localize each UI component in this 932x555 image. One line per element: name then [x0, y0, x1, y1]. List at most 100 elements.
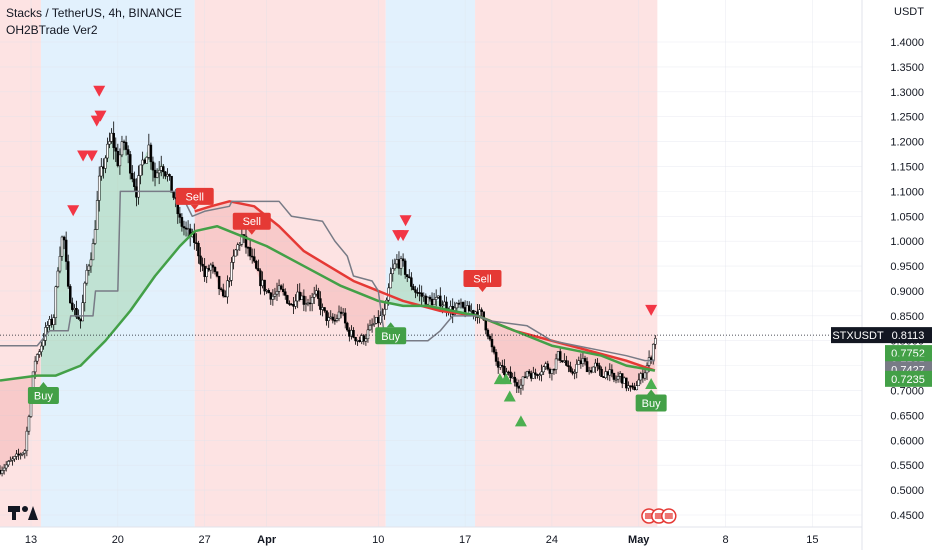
signal-box — [375, 327, 407, 345]
candle-body — [133, 178, 136, 187]
candle-body — [54, 286, 58, 318]
background-zone-4 — [475, 0, 658, 527]
candle-body — [414, 289, 417, 293]
candle-body — [651, 343, 655, 361]
candle-body — [128, 154, 132, 174]
x-tick-label-2: 27 — [199, 534, 211, 546]
background-zone-0 — [0, 0, 41, 527]
candle-body — [571, 371, 574, 374]
candle-body — [360, 335, 364, 342]
candle-body — [327, 317, 330, 321]
price-label-bg — [885, 370, 932, 387]
candle-body — [211, 264, 215, 268]
candle-body — [172, 192, 175, 198]
candle-body — [602, 376, 605, 378]
candle-body — [180, 217, 184, 227]
signal-pointer — [386, 322, 395, 328]
candle-body — [581, 358, 585, 365]
x-tick-label-1: 20 — [112, 534, 124, 546]
candle-body — [403, 260, 407, 275]
candle-body — [104, 157, 107, 169]
event-icon-inner-1 — [654, 513, 663, 519]
candle-body — [432, 299, 436, 306]
candle-body — [118, 154, 122, 167]
candle-body — [230, 262, 233, 281]
candle-body — [296, 291, 299, 302]
candle-body — [60, 236, 64, 257]
candle-body — [548, 368, 552, 374]
line-green-ma — [0, 224, 656, 382]
candle-body — [23, 450, 27, 454]
up-arrow-4 — [645, 378, 658, 390]
candle-body — [358, 340, 361, 342]
candle-body — [399, 258, 403, 269]
signal-pointer — [647, 389, 656, 395]
candle-body — [21, 452, 24, 455]
candle-body — [75, 308, 78, 318]
candle-body — [281, 288, 285, 292]
chart-title: Stacks / TetherUS, 4h, BINANCE — [6, 6, 182, 20]
candle-body — [492, 346, 496, 353]
candle-body — [379, 315, 382, 324]
signal-pointer — [39, 382, 48, 388]
price-label-3: 0.7235 — [885, 370, 932, 387]
candle-body — [424, 295, 428, 305]
candle-body — [205, 268, 208, 277]
candle-body — [157, 170, 161, 174]
candle-body — [393, 263, 397, 269]
candle-body — [4, 464, 8, 469]
candle-body — [248, 247, 252, 257]
candle-body — [654, 338, 657, 345]
candle-body — [565, 360, 568, 366]
tv-logo-tri — [28, 506, 38, 520]
candle-body — [137, 175, 140, 198]
candle-body — [325, 310, 328, 321]
candle-body — [579, 360, 583, 365]
candle-body — [62, 236, 66, 241]
candle-body — [556, 351, 560, 360]
candle-body — [370, 324, 374, 326]
up-arrow-3 — [514, 415, 527, 427]
y-tick-label-11: 0.8500 — [890, 311, 924, 323]
y-tick-label-18: 0.5000 — [890, 485, 924, 497]
signal-box — [232, 212, 271, 230]
candle-body — [610, 369, 614, 374]
candle-body — [356, 340, 359, 342]
candle-body — [430, 298, 434, 306]
candle-body — [257, 268, 260, 272]
candle-body — [397, 259, 401, 269]
candle-body — [277, 285, 281, 292]
candle-body — [494, 351, 498, 362]
candle-body — [519, 384, 523, 389]
candle-body — [110, 132, 113, 142]
candle-body — [647, 357, 651, 366]
y-tick-label-4: 1.2000 — [890, 137, 924, 149]
candle-body — [56, 270, 60, 287]
candle-body — [441, 304, 444, 307]
candle-body — [637, 379, 640, 386]
candle-body — [416, 292, 419, 294]
candle-body — [273, 293, 277, 297]
candle-body — [215, 271, 219, 277]
candle-body — [585, 361, 589, 373]
candle-body — [331, 316, 335, 321]
candle-body — [372, 323, 376, 325]
candle-body — [346, 322, 349, 331]
x-tick-label-4: 10 — [372, 534, 384, 546]
candle-body — [488, 336, 492, 340]
fill-red-0 — [0, 347, 41, 471]
candle-body — [195, 242, 198, 244]
candle-body — [304, 303, 308, 305]
y-tick-label-10: 0.9000 — [890, 286, 924, 298]
candle-body — [536, 374, 539, 376]
down-arrow-5 — [94, 110, 107, 122]
candle-body — [286, 295, 289, 304]
candle-body — [19, 454, 22, 456]
candle-body — [600, 368, 603, 377]
signal-box — [175, 187, 214, 205]
background-zone-2 — [194, 0, 386, 527]
candle-body — [401, 258, 405, 262]
candle-body — [112, 132, 115, 148]
candle-body — [263, 279, 266, 292]
candle-body — [515, 382, 519, 387]
